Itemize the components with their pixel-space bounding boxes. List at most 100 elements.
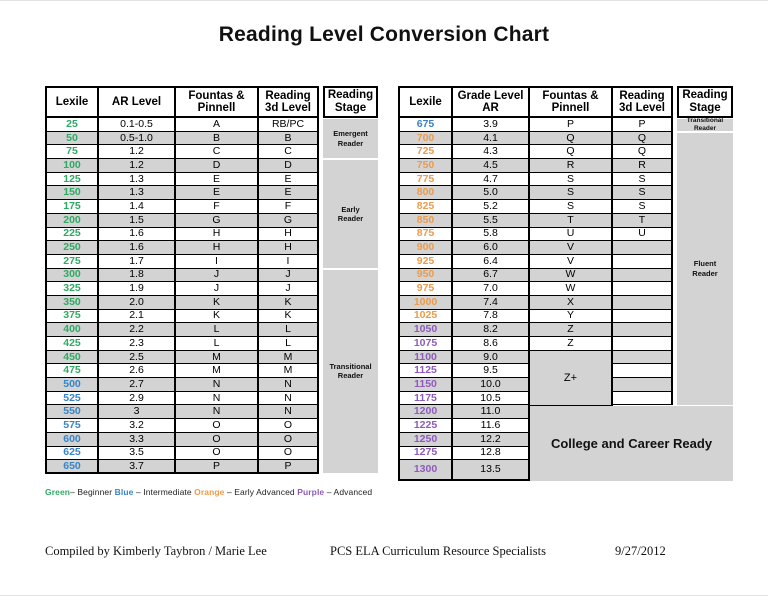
r3d-cell: H (259, 227, 319, 242)
lexile-cell: 450 (45, 350, 99, 365)
fp-cell: N (176, 391, 259, 406)
footer-date: 9/27/2012 (615, 544, 666, 558)
r3d-cell: R (613, 159, 673, 173)
r3d-cell: S (613, 172, 673, 187)
fp-cell: I (176, 254, 259, 269)
r3d-cell: T (613, 213, 673, 228)
r3d-cell: L (259, 323, 319, 337)
table-row: 1250 12.2 (398, 432, 733, 447)
table-row: 100 1.2 D D (45, 159, 378, 173)
header-row: Lexile Grade Level AR Fountas & Pinnell Rea… (398, 86, 733, 118)
ar-cell: 5.0 (453, 186, 530, 201)
legend-segment: – Intermediate (133, 487, 195, 497)
r3d-cell (613, 378, 673, 392)
lexile-cell: 1175 (398, 391, 453, 406)
ar-cell: 1.6 (99, 227, 176, 242)
table-row: 250 1.6 H H (45, 241, 378, 255)
r3d-cell: O (259, 446, 319, 461)
r3d-cell: S (613, 200, 673, 214)
table-row: 175 1.4 F F (45, 200, 378, 214)
lexile-cell: 175 (45, 200, 99, 214)
fp-cell: A (176, 118, 259, 132)
table-row: 1125 9.5 (398, 364, 733, 379)
table-row: 225 1.6 H H (45, 227, 378, 242)
ar-cell: 2.5 (99, 350, 176, 365)
fp-cell: H (176, 227, 259, 242)
fp-cell: Z (530, 337, 613, 351)
ar-cell: 2.2 (99, 323, 176, 337)
lexile-cell: 1125 (398, 364, 453, 379)
fp-cell: S (530, 172, 613, 187)
table-row: 625 3.5 O O (45, 446, 378, 461)
ar-cell: 3 (99, 405, 176, 420)
lexile-cell: 1100 (398, 350, 453, 365)
r3d-cell: P (259, 460, 319, 474)
lexile-cell: 475 (45, 364, 99, 379)
ar-cell: 6.4 (453, 254, 530, 269)
lexile-cell: 600 (45, 432, 99, 447)
ar-cell: 4.7 (453, 172, 530, 187)
r3d-cell: U (613, 227, 673, 242)
table-row: 1050 8.2 Z (398, 323, 733, 337)
fp-cell: C (176, 145, 259, 160)
r3d-cell: K (259, 309, 319, 324)
table-row: 1200 11.0 (398, 405, 733, 420)
r3d-cell: B (259, 131, 319, 146)
header-cell: Reading 3d Level (259, 86, 319, 118)
lexile-cell: 275 (45, 254, 99, 269)
lexile-cell: 825 (398, 200, 453, 214)
table-row: 375 2.1 K K (45, 309, 378, 324)
ar-cell: 3.2 (99, 419, 176, 433)
fp-cell: V (530, 254, 613, 269)
r3d-cell (613, 254, 673, 269)
lexile-cell: 875 (398, 227, 453, 242)
lexile-cell: 1000 (398, 295, 453, 310)
table-row: 1275 12.8 (398, 446, 733, 461)
stage-block: Transitional Reader (323, 269, 378, 474)
ar-cell: 12.2 (453, 432, 530, 447)
r3d-cell: D (259, 159, 319, 173)
lexile-cell: 625 (45, 446, 99, 461)
ar-cell: 4.3 (453, 145, 530, 160)
table-row: 1075 8.6 Z (398, 337, 733, 351)
ar-cell: 0.5-1.0 (99, 131, 176, 146)
lexile-cell: 1225 (398, 419, 453, 433)
header-row: Lexile AR Level Fountas & Pinnell Reading 3… (45, 86, 378, 118)
ar-cell: 4.5 (453, 159, 530, 173)
r3d-cell (613, 295, 673, 310)
r3d-cell (613, 241, 673, 255)
r3d-cell (613, 337, 673, 351)
lexile-cell: 1050 (398, 323, 453, 337)
table-row: 750 4.5 R R (398, 159, 733, 173)
fp-cell: D (176, 159, 259, 173)
table-row: 1175 10.5 (398, 391, 733, 406)
lexile-cell: 775 (398, 172, 453, 187)
fp-cell: M (176, 364, 259, 379)
lexile-cell: 325 (45, 282, 99, 296)
lexile-cell: 50 (45, 131, 99, 146)
table-row: 500 2.7 N N (45, 378, 378, 392)
ar-cell: 8.6 (453, 337, 530, 351)
lexile-cell: 925 (398, 254, 453, 269)
header-cell: Reading 3d Level (613, 86, 673, 118)
lexile-cell: 725 (398, 145, 453, 160)
footer-compiled-by: Compiled by Kimberly Taybron / Marie Lee (45, 544, 267, 558)
r3d-cell (613, 309, 673, 324)
r3d-cell: G (259, 213, 319, 228)
r3d-cell (613, 268, 673, 283)
table-row: 800 5.0 S S (398, 186, 733, 201)
r3d-cell: E (259, 186, 319, 201)
table-row: 950 6.7 W (398, 268, 733, 283)
lexile-cell: 1150 (398, 378, 453, 392)
lexile-cell: 750 (398, 159, 453, 173)
lexile-cell: 150 (45, 186, 99, 201)
table-row: 550 3 N N (45, 405, 378, 420)
table-row: 1025 7.8 Y (398, 309, 733, 324)
ar-cell: 2.0 (99, 295, 176, 310)
ar-cell: 7.4 (453, 295, 530, 310)
r3d-cell (613, 350, 673, 365)
fp-cell: J (176, 268, 259, 283)
ar-cell: 6.0 (453, 241, 530, 255)
ar-cell: 2.9 (99, 391, 176, 406)
